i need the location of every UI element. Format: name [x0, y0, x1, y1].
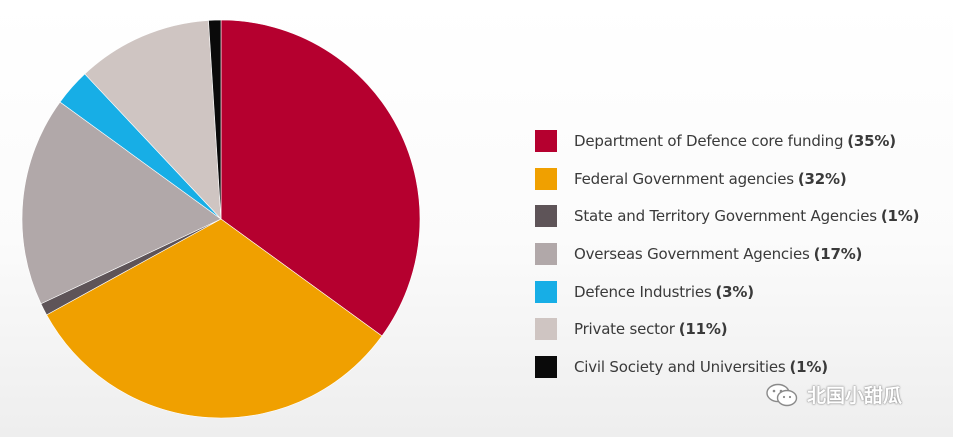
legend-label: Department of Defence core funding (35%): [574, 132, 896, 150]
legend-label: Civil Society and Universities (1%): [574, 358, 828, 376]
legend-item: Civil Society and Universities (1%): [535, 348, 945, 386]
legend-item: Department of Defence core funding (35%): [535, 122, 945, 160]
legend-item: State and Territory Government Agencies(…: [535, 197, 945, 235]
legend-percent: (35%): [847, 131, 896, 150]
legend-label: Defence Industries (3%): [574, 283, 754, 301]
legend-swatch: [535, 129, 557, 152]
watermark-text: 北国小甜瓜: [807, 385, 903, 407]
legend-label: Overseas Government Agencies (17%): [574, 245, 862, 263]
legend-percent: (1%): [880, 207, 920, 226]
watermark: 北国小甜瓜: [765, 381, 902, 408]
legend-label: Private sector (11%): [574, 320, 728, 339]
legend-label-text: Federal Government agencies: [574, 169, 794, 188]
legend-swatch: [535, 318, 557, 341]
pie-slice-2: [46, 218, 383, 419]
legend-swatch: [535, 205, 557, 228]
legend-label: Federal Government agencies (32%): [574, 170, 847, 188]
legend-item: Defence Industries (3%): [535, 273, 945, 311]
pie-slice-1: [220, 19, 421, 337]
legend-swatch: [535, 280, 557, 303]
legend-item: Federal Government agencies (32%): [535, 160, 945, 198]
legend-label-text: Private sector: [574, 320, 675, 339]
legend-percent: (3%): [715, 282, 754, 301]
legend-label-text: Civil Society and Universities: [574, 357, 786, 376]
wechat-icon: [766, 383, 798, 406]
pie-slice-4: [21, 101, 222, 305]
legend-label-text: Defence Industries: [574, 282, 712, 301]
legend-percent: (32%): [797, 169, 847, 188]
legend-swatch: [535, 167, 557, 190]
legend-swatch: [535, 355, 557, 378]
legend-swatch: [535, 242, 557, 265]
chart-legend: Department of Defence core funding (35%) F…: [535, 122, 945, 386]
legend-percent: (1%): [789, 357, 828, 376]
pie-slice-7: [208, 19, 222, 220]
legend-item: Private sector (11%): [535, 310, 945, 348]
legend-label: State and Territory Government Agencies(…: [574, 207, 919, 225]
pie-slice-6: [84, 20, 222, 220]
legend-percent: (11%): [678, 320, 728, 339]
legend-label-text: Department of Defence core funding: [574, 131, 844, 150]
legend-item: Overseas Government Agencies (17%): [535, 235, 945, 273]
legend-label-text: State and Territory Government Agencies: [574, 207, 877, 226]
legend-percent: (17%): [813, 244, 863, 263]
legend-label-text: Overseas Government Agencies: [574, 244, 810, 263]
